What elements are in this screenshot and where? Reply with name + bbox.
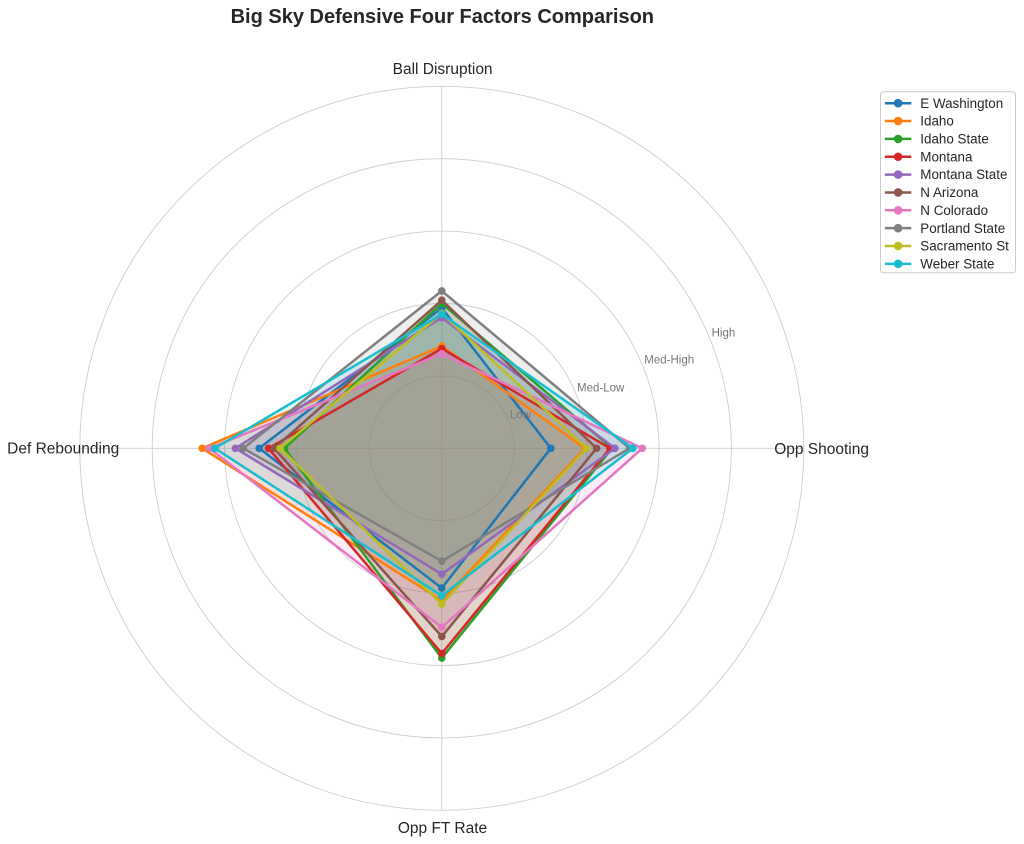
svg-text:Idaho State: Idaho State [920, 132, 989, 147]
svg-text:Portland State: Portland State [920, 221, 1005, 236]
svg-text:Weber State: Weber State [920, 256, 994, 271]
svg-text:Opp Shooting: Opp Shooting [774, 441, 869, 458]
svg-text:Idaho: Idaho [920, 114, 954, 129]
svg-text:Med-Low: Med-Low [577, 383, 625, 395]
svg-text:Montana: Montana [920, 149, 973, 164]
svg-text:Med-High: Med-High [644, 355, 694, 367]
svg-text:N Colorado: N Colorado [920, 203, 988, 218]
svg-text:E Washington: E Washington [920, 96, 1003, 111]
svg-text:Def Rebounding: Def Rebounding [7, 441, 119, 458]
svg-text:High: High [712, 327, 736, 339]
svg-text:N Arizona: N Arizona [920, 185, 979, 200]
svg-text:Big Sky Defensive Four Factors: Big Sky Defensive Four Factors Compariso… [231, 6, 654, 28]
svg-text:Opp FT Rate: Opp FT Rate [398, 820, 487, 837]
svg-text:Ball Disruption: Ball Disruption [393, 61, 493, 78]
svg-text:Montana State: Montana State [920, 167, 1007, 182]
svg-text:Sacramento St: Sacramento St [920, 239, 1009, 254]
svg-text:Low: Low [510, 410, 532, 422]
